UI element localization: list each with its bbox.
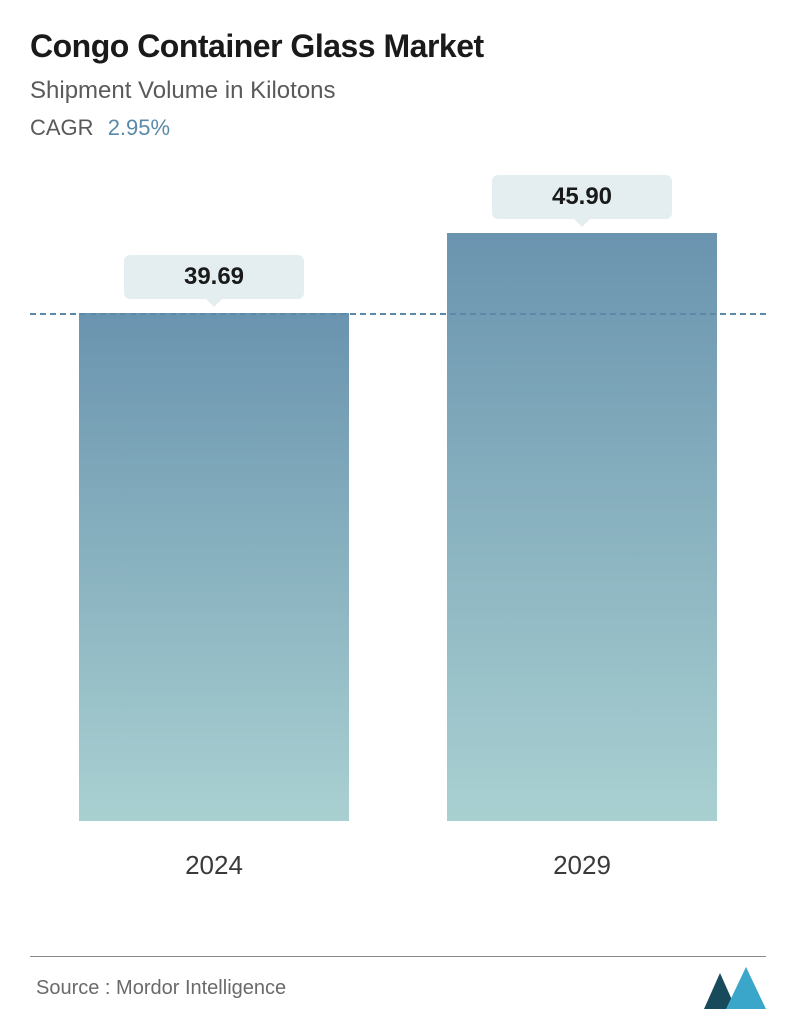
- bars-row: 39.69 45.90: [30, 181, 766, 821]
- source-text: Source : Mordor Intelligence: [36, 977, 286, 1000]
- reference-line: [30, 313, 766, 315]
- bar-group-1: 45.90: [447, 175, 717, 821]
- chart-title: Congo Container Glass Market: [30, 28, 766, 65]
- chart-area: 39.69 45.90 2024 2029: [30, 181, 766, 881]
- cagr-label: CAGR: [30, 115, 94, 140]
- x-axis-labels: 2024 2029: [30, 850, 766, 881]
- x-label-0: 2024: [79, 850, 349, 881]
- bar-group-0: 39.69: [79, 255, 349, 821]
- footer: Source : Mordor Intelligence: [0, 956, 796, 1034]
- value-pill-0: 39.69: [124, 255, 304, 299]
- x-label-1: 2029: [447, 850, 717, 881]
- cagr-row: CAGR 2.95%: [30, 115, 766, 141]
- chart-subtitle: Shipment Volume in Kilotons: [30, 77, 766, 105]
- cagr-value: 2.95%: [108, 115, 170, 140]
- footer-divider: [30, 956, 766, 957]
- mordor-logo-icon: [704, 967, 766, 1009]
- bar-1: [447, 233, 717, 821]
- value-pill-1: 45.90: [492, 175, 672, 219]
- bar-0: [79, 313, 349, 821]
